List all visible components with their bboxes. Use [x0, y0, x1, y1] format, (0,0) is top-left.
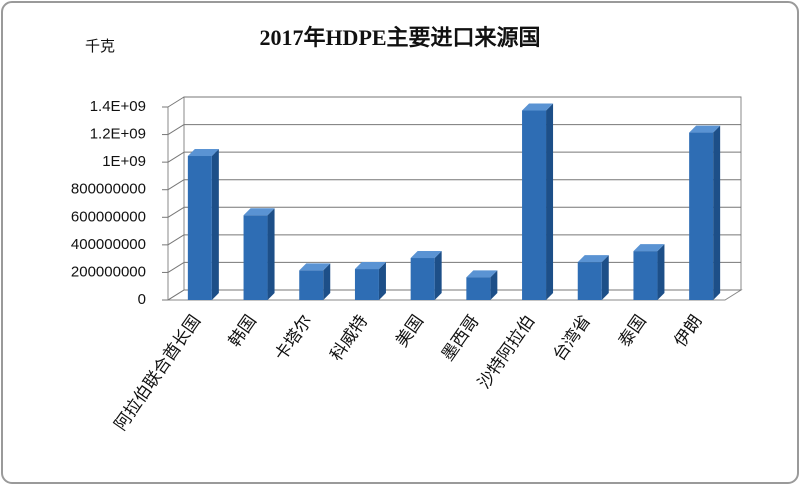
y-tick-label: 600000000 — [71, 208, 146, 225]
y-tick-label: 0 — [138, 291, 146, 308]
bar — [633, 251, 658, 300]
bar-top — [577, 255, 609, 263]
y-tick-label: 1E+09 — [102, 153, 146, 170]
y-tick-label: 1.2E+09 — [90, 126, 146, 143]
grid-line-side — [167, 151, 185, 163]
bar — [410, 258, 435, 300]
bar-top — [243, 208, 275, 216]
grid-line-side — [167, 206, 185, 218]
bar — [299, 270, 324, 300]
bar-side — [601, 255, 609, 300]
bar-side — [657, 244, 665, 300]
bar — [354, 269, 379, 300]
bar-top — [410, 251, 442, 259]
bar — [187, 156, 212, 300]
bar-top — [466, 270, 498, 278]
grid-line-side — [167, 289, 185, 301]
bar-top — [689, 125, 721, 133]
bar-top — [633, 244, 665, 252]
y-tick-label: 200000000 — [71, 263, 146, 280]
bar-side — [434, 251, 442, 300]
bar — [243, 215, 268, 300]
y-tick-label: 800000000 — [71, 181, 146, 198]
bar-side — [490, 270, 498, 300]
bar — [466, 277, 491, 300]
bar-side — [546, 103, 554, 300]
bar — [689, 132, 714, 300]
grid-line-side — [167, 96, 185, 108]
grid-line-side — [167, 179, 185, 191]
bar-side — [323, 263, 331, 300]
grid-line-side — [167, 124, 185, 135]
bar-top — [354, 262, 386, 270]
chart-title: 2017年HDPE主要进口来源国 — [259, 25, 540, 50]
grid-line-side — [167, 262, 185, 273]
bar-side — [713, 125, 721, 300]
bar-side — [211, 149, 219, 300]
grid-line-side — [167, 234, 185, 246]
bar-side — [267, 208, 275, 300]
bar — [522, 110, 547, 300]
y-tick-label: 1.4E+09 — [90, 98, 146, 115]
bar-top — [522, 103, 554, 111]
y-axis-label: 千克 — [85, 38, 115, 55]
bar-side — [378, 262, 386, 300]
bar-top — [187, 149, 219, 157]
bar — [577, 262, 602, 300]
y-tick-label: 400000000 — [71, 236, 146, 253]
bar-top — [299, 263, 331, 271]
